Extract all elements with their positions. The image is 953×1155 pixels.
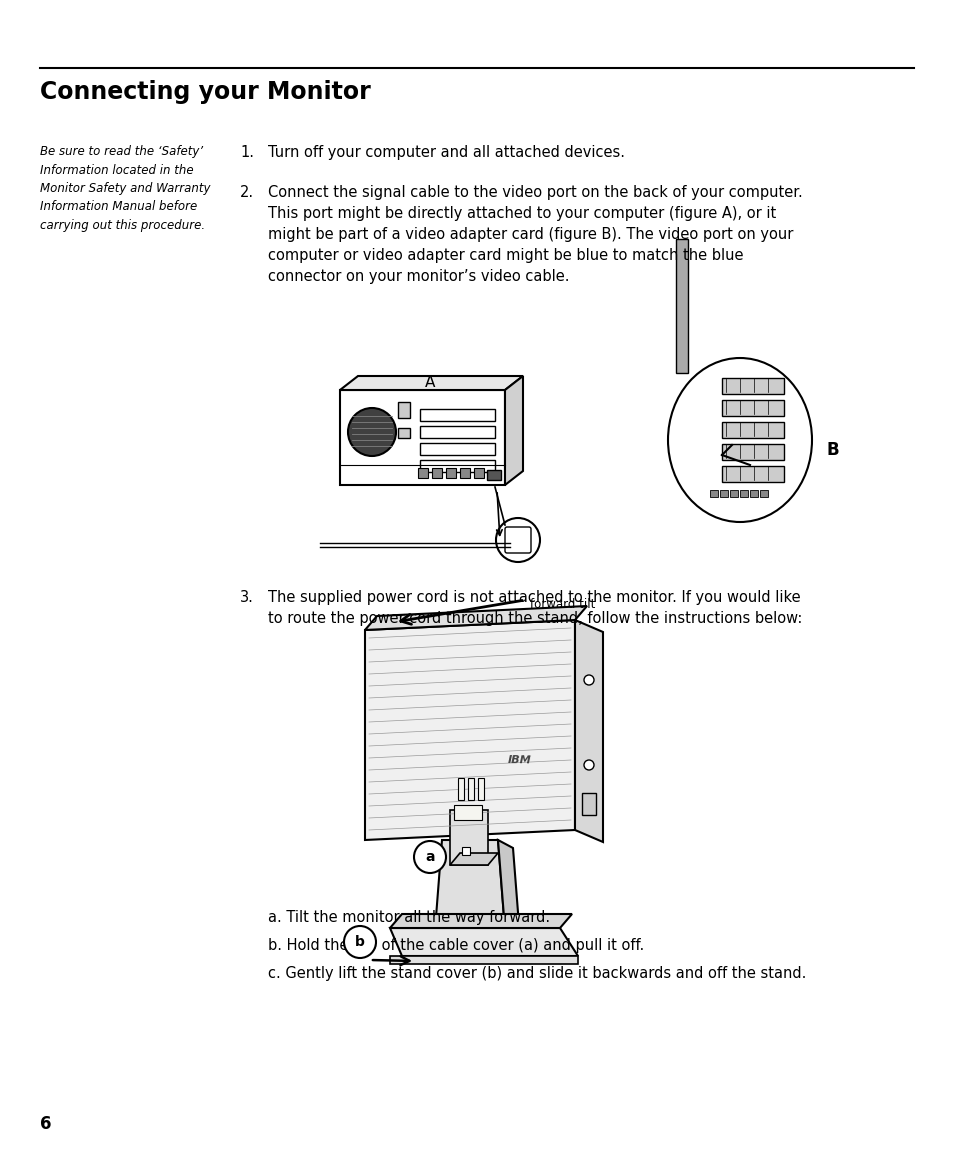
Text: 1.: 1. xyxy=(240,146,253,161)
Polygon shape xyxy=(450,854,497,865)
Polygon shape xyxy=(390,956,578,964)
Polygon shape xyxy=(575,620,602,842)
Circle shape xyxy=(583,675,594,685)
Bar xyxy=(721,378,783,394)
Polygon shape xyxy=(365,606,586,629)
Bar xyxy=(749,490,758,497)
Bar xyxy=(397,402,410,418)
Polygon shape xyxy=(435,840,504,930)
Polygon shape xyxy=(504,377,522,485)
Polygon shape xyxy=(339,377,522,390)
Text: Be sure to read the ‘Safety’
Information located in the
Monitor Safety and Warra: Be sure to read the ‘Safety’ Information… xyxy=(40,146,211,232)
Bar xyxy=(339,390,504,485)
Text: The supplied power cord is not attached to the monitor. If you would like
to rou: The supplied power cord is not attached … xyxy=(268,590,801,626)
Text: 3.: 3. xyxy=(240,590,253,605)
Polygon shape xyxy=(365,620,575,840)
Bar xyxy=(432,468,441,478)
Text: 6: 6 xyxy=(40,1115,51,1133)
Bar xyxy=(461,847,470,855)
Circle shape xyxy=(348,408,395,456)
Text: forward tilt: forward tilt xyxy=(530,598,595,611)
Text: b: b xyxy=(355,936,365,949)
Text: Connecting your Monitor: Connecting your Monitor xyxy=(40,80,371,104)
Circle shape xyxy=(414,841,446,873)
Text: 2.: 2. xyxy=(240,185,253,200)
Bar xyxy=(397,429,410,438)
Bar xyxy=(721,444,783,460)
Bar xyxy=(581,793,596,815)
Bar xyxy=(450,810,488,865)
Circle shape xyxy=(344,926,375,957)
Ellipse shape xyxy=(667,358,811,522)
Bar xyxy=(417,468,428,478)
Bar xyxy=(457,778,463,800)
Circle shape xyxy=(583,760,594,770)
Bar xyxy=(419,426,495,438)
Bar xyxy=(474,468,483,478)
Bar xyxy=(721,422,783,438)
Circle shape xyxy=(496,517,539,562)
Polygon shape xyxy=(390,914,572,927)
Bar xyxy=(419,409,495,422)
Text: A: A xyxy=(424,375,435,390)
Bar xyxy=(468,778,474,800)
Bar xyxy=(729,490,738,497)
Bar xyxy=(721,465,783,482)
Bar xyxy=(459,468,470,478)
Text: c. Gently lift the stand cover (b) and slide it backwards and off the stand.: c. Gently lift the stand cover (b) and s… xyxy=(268,966,805,981)
Text: B: B xyxy=(826,441,839,459)
Text: IBM: IBM xyxy=(508,755,532,766)
Bar xyxy=(454,805,481,820)
Bar xyxy=(477,778,483,800)
Polygon shape xyxy=(390,927,578,956)
Text: Connect the signal cable to the video port on the back of your computer.
This po: Connect the signal cable to the video po… xyxy=(268,185,801,284)
Bar xyxy=(676,239,687,373)
Bar xyxy=(740,490,747,497)
Text: a. Tilt the monitor all the way forward.: a. Tilt the monitor all the way forward. xyxy=(268,910,550,925)
Polygon shape xyxy=(497,840,519,938)
FancyBboxPatch shape xyxy=(504,527,531,553)
Bar xyxy=(419,444,495,455)
Bar xyxy=(486,470,500,480)
Bar xyxy=(760,490,767,497)
Bar xyxy=(419,460,495,472)
Bar xyxy=(720,490,727,497)
Text: Turn off your computer and all attached devices.: Turn off your computer and all attached … xyxy=(268,146,624,161)
Bar xyxy=(446,468,456,478)
Bar xyxy=(709,490,718,497)
Text: b. Hold the top of the cable cover (a) and pull it off.: b. Hold the top of the cable cover (a) a… xyxy=(268,938,643,953)
Text: a: a xyxy=(425,850,435,864)
Bar xyxy=(721,400,783,416)
